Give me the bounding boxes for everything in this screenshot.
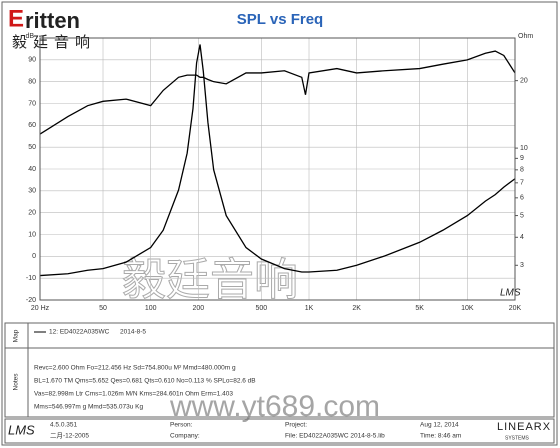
y-tick-label: 60 [28,122,36,129]
x-tick-label: 200 [192,305,204,312]
version: 4.5.0.351 [50,422,77,429]
y-tick-label: 0 [32,253,36,260]
y2-tick-label: 20 [520,77,528,84]
map-label: Map [13,329,20,342]
y-tick-label: 70 [28,100,36,107]
project: Project: [285,422,307,429]
y-tick-label: 40 [28,166,36,173]
y2-tick-label: 6 [520,195,524,202]
y2-tick-label: 10 [520,145,528,152]
plot-frame [39,37,516,301]
x-tick-label: 20 Hz [31,305,50,312]
note-line: BL=1.670 TM Qms=5.652 Qes=0.681 Qts=0.61… [34,378,256,385]
series-line [39,44,516,277]
chart-title: SPL vs Freq [237,11,323,28]
y2-axis-label: Ohm [518,33,533,40]
y2-tick-label: 9 [520,155,524,162]
footer-logo: LMS [8,422,35,437]
y-tick-label: 20 [28,210,36,217]
company: Company: [170,433,200,440]
y-tick-label: 10 [28,231,36,238]
y-tick-label: 80 [28,79,36,86]
legend-entry: 12: ED4022A035WC [49,329,110,336]
url-watermark: www.yt689.com [169,390,380,423]
panel [4,322,555,418]
note-line: Vas=82.998m Ltr Cms=1.026m M/N Kms=284.6… [34,391,233,398]
notes-label: Notes [13,373,20,391]
x-tick-label: 50 [99,305,107,312]
x-tick-label: 500 [255,305,267,312]
chart-watermark: 毅廷音响 [122,256,298,305]
brand-name: ritten [25,8,80,33]
note-line: Revc=2.600 Ohm Fo=212.456 Hz Sd=754.800u… [34,365,236,372]
build-date: 二月-12-2005 [50,432,89,440]
y-tick-label: 50 [28,144,36,151]
y-tick-label: 90 [28,57,36,64]
y-tick-label: -20 [26,297,36,304]
x-tick-label: 20K [509,305,522,312]
y2-tick-label: 8 [520,167,524,174]
x-tick-label: 10K [461,305,474,312]
corner-logo: LMS [500,288,521,299]
brand-initial: E [8,5,24,32]
x-tick-label: 1K [305,305,314,312]
y2-tick-label: 7 [520,180,524,187]
y2-tick-label: 3 [520,262,524,269]
date: Aug 12, 2014 [420,422,459,429]
note-line: Mms=546.997m g Mmd=535.073u Kg [34,404,144,411]
person: Person: [170,422,193,429]
vendor-sub: SYSTEMS [505,435,530,441]
y2-tick-label: 4 [520,234,524,241]
y-tick-label: 30 [28,188,36,195]
series-line [39,50,516,135]
footer [4,418,555,444]
x-tick-label: 100 [145,305,157,312]
vendor: LINEARX [497,421,551,433]
file: File: ED4022A035WC 2014-8-5.lib [285,433,385,440]
x-tick-label: 2K [352,305,361,312]
y2-tick-label: 5 [520,212,524,219]
y-tick-label: -10 [26,275,36,282]
x-tick-label: 5K [415,305,424,312]
y-axis-label: dB [25,33,34,40]
legend-date: 2014-8-5 [120,329,146,336]
time: Time: 8:46 am [420,433,461,440]
